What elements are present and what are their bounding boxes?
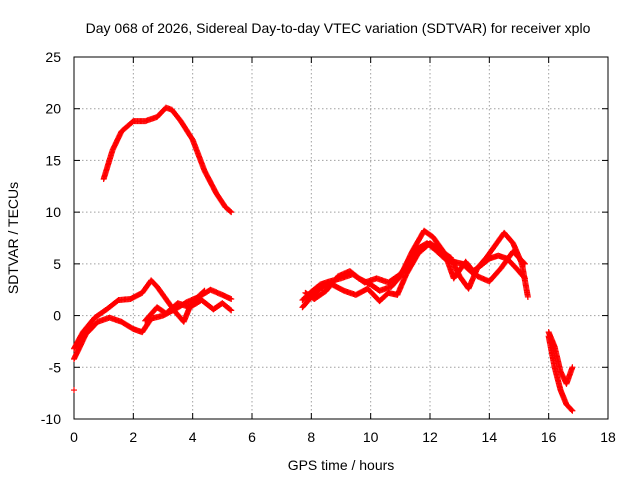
satellite-track-7	[299, 229, 531, 311]
grid-lines	[74, 57, 608, 419]
satellite-track-9	[545, 329, 576, 387]
axis-ticks	[73, 56, 609, 420]
y-tick-label: 5	[53, 256, 61, 272]
y-tick-label: 20	[45, 101, 61, 117]
data-point	[228, 209, 235, 216]
data-point	[524, 293, 531, 300]
chart-title: Day 068 of 2026, Sidereal Day-to-day VTE…	[86, 20, 591, 36]
y-axis-label: SDTVAR / TECUs	[5, 182, 21, 294]
data-point	[569, 364, 576, 371]
x-tick-label: 16	[541, 429, 557, 445]
satellite-track-6	[302, 227, 528, 303]
y-tick-label: 15	[45, 152, 61, 168]
data-point	[71, 387, 77, 394]
y-tick-label: -10	[41, 411, 61, 427]
data-point	[568, 406, 575, 413]
data-point	[227, 306, 234, 313]
x-tick-label: 0	[70, 429, 78, 445]
x-tick-label: 18	[600, 429, 616, 445]
y-tick-label: 25	[45, 49, 61, 65]
satellite-track-4	[142, 297, 235, 324]
data-point	[227, 208, 234, 215]
satellite-track-2	[71, 277, 208, 352]
y-tick-label: -5	[49, 359, 62, 375]
y-tick-label: 0	[53, 308, 61, 324]
x-tick-label: 10	[363, 429, 379, 445]
y-tick-label: 10	[45, 204, 61, 220]
x-tick-label: 8	[307, 429, 315, 445]
data-points	[71, 104, 576, 414]
data-point	[228, 307, 235, 314]
x-tick-label: 6	[248, 429, 256, 445]
isolated-point	[71, 387, 77, 394]
data-point	[228, 296, 235, 303]
x-tick-label: 14	[482, 429, 498, 445]
x-tick-labels: 0 2 4 6 8 10 12 14 16 18	[70, 429, 616, 445]
x-tick-label: 12	[422, 429, 438, 445]
plot-frame	[73, 56, 609, 420]
satellite-track-1	[100, 104, 235, 216]
satellite-track-3	[71, 286, 235, 363]
x-tick-label: 2	[129, 429, 137, 445]
y-tick-labels: 25 20 15 10 5 0 -5 -10	[41, 49, 61, 427]
x-axis-label: GPS time / hours	[288, 457, 395, 473]
x-tick-label: 4	[189, 429, 197, 445]
data-point	[569, 407, 576, 414]
